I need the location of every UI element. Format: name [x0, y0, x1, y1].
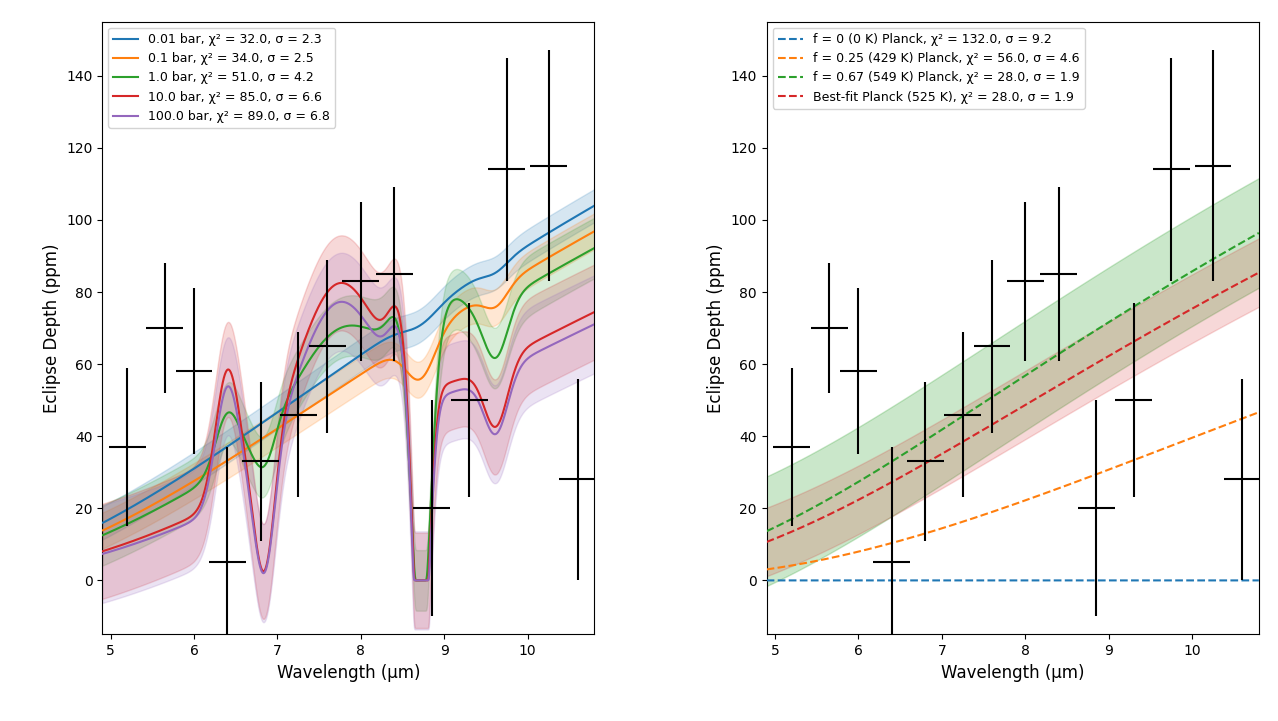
Line: Best-fit Planck (525 K), χ² = 28.0, σ = 1.9: Best-fit Planck (525 K), χ² = 28.0, σ = … — [767, 270, 1263, 542]
f = 0 (0 K) Planck, χ² = 132.0, σ = 9.2 — [815, 576, 831, 585]
0.01 bar, χ² = 32.0, σ = 2.3 — [285, 397, 300, 406]
Y-axis label: Eclipse Depth (ppm): Eclipse Depth (ppm) — [42, 243, 60, 413]
0.01 bar, χ² = 32.0, σ = 2.3 — [581, 205, 597, 213]
0.01 bar, χ² = 32.0, σ = 2.3 — [180, 468, 196, 477]
Y-axis label: Eclipse Depth (ppm): Eclipse Depth (ppm) — [707, 243, 725, 413]
Line: 0.1 bar, χ² = 34.0, σ = 2.5: 0.1 bar, χ² = 34.0, σ = 2.5 — [102, 229, 598, 531]
0.1 bar, χ² = 34.0, σ = 2.5 — [95, 526, 110, 535]
100.0 bar, χ² = 89.0, σ = 6.8 — [307, 329, 322, 337]
10.0 bar, χ² = 85.0, σ = 6.6 — [409, 576, 424, 585]
1.0 bar, χ² = 51.0, σ = 4.2 — [581, 247, 597, 255]
0.1 bar, χ² = 34.0, σ = 2.5 — [590, 225, 606, 234]
100.0 bar, χ² = 89.0, σ = 6.8 — [590, 318, 606, 327]
10.0 bar, χ² = 85.0, σ = 6.6 — [95, 547, 110, 556]
10.0 bar, χ² = 85.0, σ = 6.6 — [285, 373, 300, 382]
f = 0.25 (429 K) Planck, χ² = 56.0, σ = 4.6 — [1255, 407, 1270, 415]
100.0 bar, χ² = 89.0, σ = 6.8 — [180, 518, 196, 527]
Best-fit Planck (525 K), χ² = 28.0, σ = 1.9 — [1246, 271, 1261, 280]
f = 0.25 (429 K) Planck, χ² = 56.0, σ = 4.6 — [845, 549, 860, 557]
f = 0.25 (429 K) Planck, χ² = 56.0, σ = 4.6 — [971, 512, 987, 521]
0.01 bar, χ² = 32.0, σ = 2.3 — [307, 383, 322, 392]
X-axis label: Wavelength (μm): Wavelength (μm) — [276, 664, 420, 682]
f = 0.67 (549 K) Planck, χ² = 28.0, σ = 1.9 — [1192, 262, 1208, 271]
f = 0 (0 K) Planck, χ² = 132.0, σ = 9.2 — [845, 576, 860, 585]
100.0 bar, χ² = 89.0, σ = 6.8 — [151, 531, 166, 539]
10.0 bar, χ² = 85.0, σ = 6.6 — [307, 312, 322, 321]
1.0 bar, χ² = 51.0, σ = 4.2 — [307, 349, 322, 358]
100.0 bar, χ² = 89.0, σ = 6.8 — [285, 386, 300, 395]
f = 0 (0 K) Planck, χ² = 132.0, σ = 9.2 — [1192, 576, 1208, 585]
1.0 bar, χ² = 51.0, σ = 4.2 — [151, 504, 166, 513]
100.0 bar, χ² = 89.0, σ = 6.8 — [334, 298, 349, 306]
0.01 bar, χ² = 32.0, σ = 2.3 — [151, 487, 166, 495]
10.0 bar, χ² = 85.0, σ = 6.6 — [151, 527, 166, 536]
Best-fit Planck (525 K), χ² = 28.0, σ = 1.9 — [759, 538, 774, 547]
10.0 bar, χ² = 85.0, σ = 6.6 — [581, 310, 597, 319]
f = 0.25 (429 K) Planck, χ² = 56.0, σ = 4.6 — [1246, 410, 1261, 419]
f = 0 (0 K) Planck, χ² = 132.0, σ = 9.2 — [1246, 576, 1261, 585]
10.0 bar, χ² = 85.0, σ = 6.6 — [590, 306, 606, 314]
f = 0.25 (429 K) Planck, χ² = 56.0, σ = 4.6 — [950, 519, 965, 528]
0.1 bar, χ² = 34.0, σ = 2.5 — [151, 497, 166, 505]
Line: 1.0 bar, χ² = 51.0, σ = 4.2: 1.0 bar, χ² = 51.0, σ = 4.2 — [102, 246, 598, 580]
Best-fit Planck (525 K), χ² = 28.0, σ = 1.9 — [1192, 300, 1208, 309]
1.0 bar, χ² = 51.0, σ = 4.2 — [95, 531, 110, 539]
f = 0.25 (429 K) Planck, χ² = 56.0, σ = 4.6 — [1192, 430, 1208, 439]
1.0 bar, χ² = 51.0, σ = 4.2 — [410, 576, 426, 585]
Best-fit Planck (525 K), χ² = 28.0, σ = 1.9 — [845, 498, 860, 507]
10.0 bar, χ² = 85.0, σ = 6.6 — [180, 514, 196, 523]
f = 0.67 (549 K) Planck, χ² = 28.0, σ = 1.9 — [1246, 231, 1261, 240]
0.01 bar, χ² = 32.0, σ = 2.3 — [590, 199, 606, 208]
100.0 bar, χ² = 89.0, σ = 6.8 — [581, 322, 597, 331]
Best-fit Planck (525 K), χ² = 28.0, σ = 1.9 — [971, 428, 987, 437]
10.0 bar, χ² = 85.0, σ = 6.6 — [528, 337, 543, 346]
f = 0.67 (549 K) Planck, χ² = 28.0, σ = 1.9 — [950, 415, 965, 424]
10.0 bar, χ² = 85.0, σ = 6.6 — [334, 278, 349, 287]
f = 0 (0 K) Planck, χ² = 132.0, σ = 9.2 — [971, 576, 987, 585]
1.0 bar, χ² = 51.0, σ = 4.2 — [180, 487, 196, 496]
0.1 bar, χ² = 34.0, σ = 2.5 — [307, 400, 322, 409]
f = 0.67 (549 K) Planck, χ² = 28.0, σ = 1.9 — [815, 497, 831, 506]
1.0 bar, χ² = 51.0, σ = 4.2 — [528, 277, 543, 286]
f = 0 (0 K) Planck, χ² = 132.0, σ = 9.2 — [1255, 576, 1270, 585]
100.0 bar, χ² = 89.0, σ = 6.8 — [408, 576, 423, 585]
Line: f = 0.67 (549 K) Planck, χ² = 28.0, σ = 1.9: f = 0.67 (549 K) Planck, χ² = 28.0, σ = … — [767, 231, 1263, 531]
Line: f = 0.25 (429 K) Planck, χ² = 56.0, σ = 4.6: f = 0.25 (429 K) Planck, χ² = 56.0, σ = … — [767, 411, 1263, 570]
f = 0.25 (429 K) Planck, χ² = 56.0, σ = 4.6 — [815, 555, 831, 564]
0.01 bar, χ² = 32.0, σ = 2.3 — [95, 518, 110, 527]
100.0 bar, χ² = 89.0, σ = 6.8 — [528, 349, 543, 358]
Line: 0.01 bar, χ² = 32.0, σ = 2.3: 0.01 bar, χ² = 32.0, σ = 2.3 — [102, 203, 598, 523]
1.0 bar, χ² = 51.0, σ = 4.2 — [285, 384, 300, 393]
Best-fit Planck (525 K), χ² = 28.0, σ = 1.9 — [815, 513, 831, 522]
Line: 100.0 bar, χ² = 89.0, σ = 6.8: 100.0 bar, χ² = 89.0, σ = 6.8 — [102, 302, 598, 580]
0.1 bar, χ² = 34.0, σ = 2.5 — [285, 415, 300, 423]
Legend: 0.01 bar, χ² = 32.0, σ = 2.3, 0.1 bar, χ² = 34.0, σ = 2.5, 1.0 bar, χ² = 51.0, σ: 0.01 bar, χ² = 32.0, σ = 2.3, 0.1 bar, χ… — [109, 28, 335, 128]
100.0 bar, χ² = 89.0, σ = 6.8 — [95, 549, 110, 558]
Legend: f = 0 (0 K) Planck, χ² = 132.0, σ = 9.2, f = 0.25 (429 K) Planck, χ² = 56.0, σ =: f = 0 (0 K) Planck, χ² = 132.0, σ = 9.2,… — [773, 28, 1085, 109]
0.1 bar, χ² = 34.0, σ = 2.5 — [581, 230, 597, 239]
f = 0 (0 K) Planck, χ² = 132.0, σ = 9.2 — [950, 576, 965, 585]
0.1 bar, χ² = 34.0, σ = 2.5 — [528, 261, 543, 270]
0.1 bar, χ² = 34.0, σ = 2.5 — [180, 480, 196, 489]
Best-fit Planck (525 K), χ² = 28.0, σ = 1.9 — [1255, 266, 1270, 275]
Line: 10.0 bar, χ² = 85.0, σ = 6.6: 10.0 bar, χ² = 85.0, σ = 6.6 — [102, 283, 598, 580]
f = 0.67 (549 K) Planck, χ² = 28.0, σ = 1.9 — [1255, 226, 1270, 235]
f = 0.67 (549 K) Planck, χ² = 28.0, σ = 1.9 — [971, 402, 987, 410]
Best-fit Planck (525 K), χ² = 28.0, σ = 1.9 — [950, 441, 965, 449]
f = 0.25 (429 K) Planck, χ² = 56.0, σ = 4.6 — [759, 565, 774, 574]
X-axis label: Wavelength (μm): Wavelength (μm) — [941, 664, 1085, 682]
0.01 bar, χ² = 32.0, σ = 2.3 — [528, 236, 543, 245]
f = 0.67 (549 K) Planck, χ² = 28.0, σ = 1.9 — [845, 481, 860, 490]
1.0 bar, χ² = 51.0, σ = 4.2 — [590, 242, 606, 250]
f = 0.67 (549 K) Planck, χ² = 28.0, σ = 1.9 — [759, 527, 774, 536]
f = 0 (0 K) Planck, χ² = 132.0, σ = 9.2 — [759, 576, 774, 585]
